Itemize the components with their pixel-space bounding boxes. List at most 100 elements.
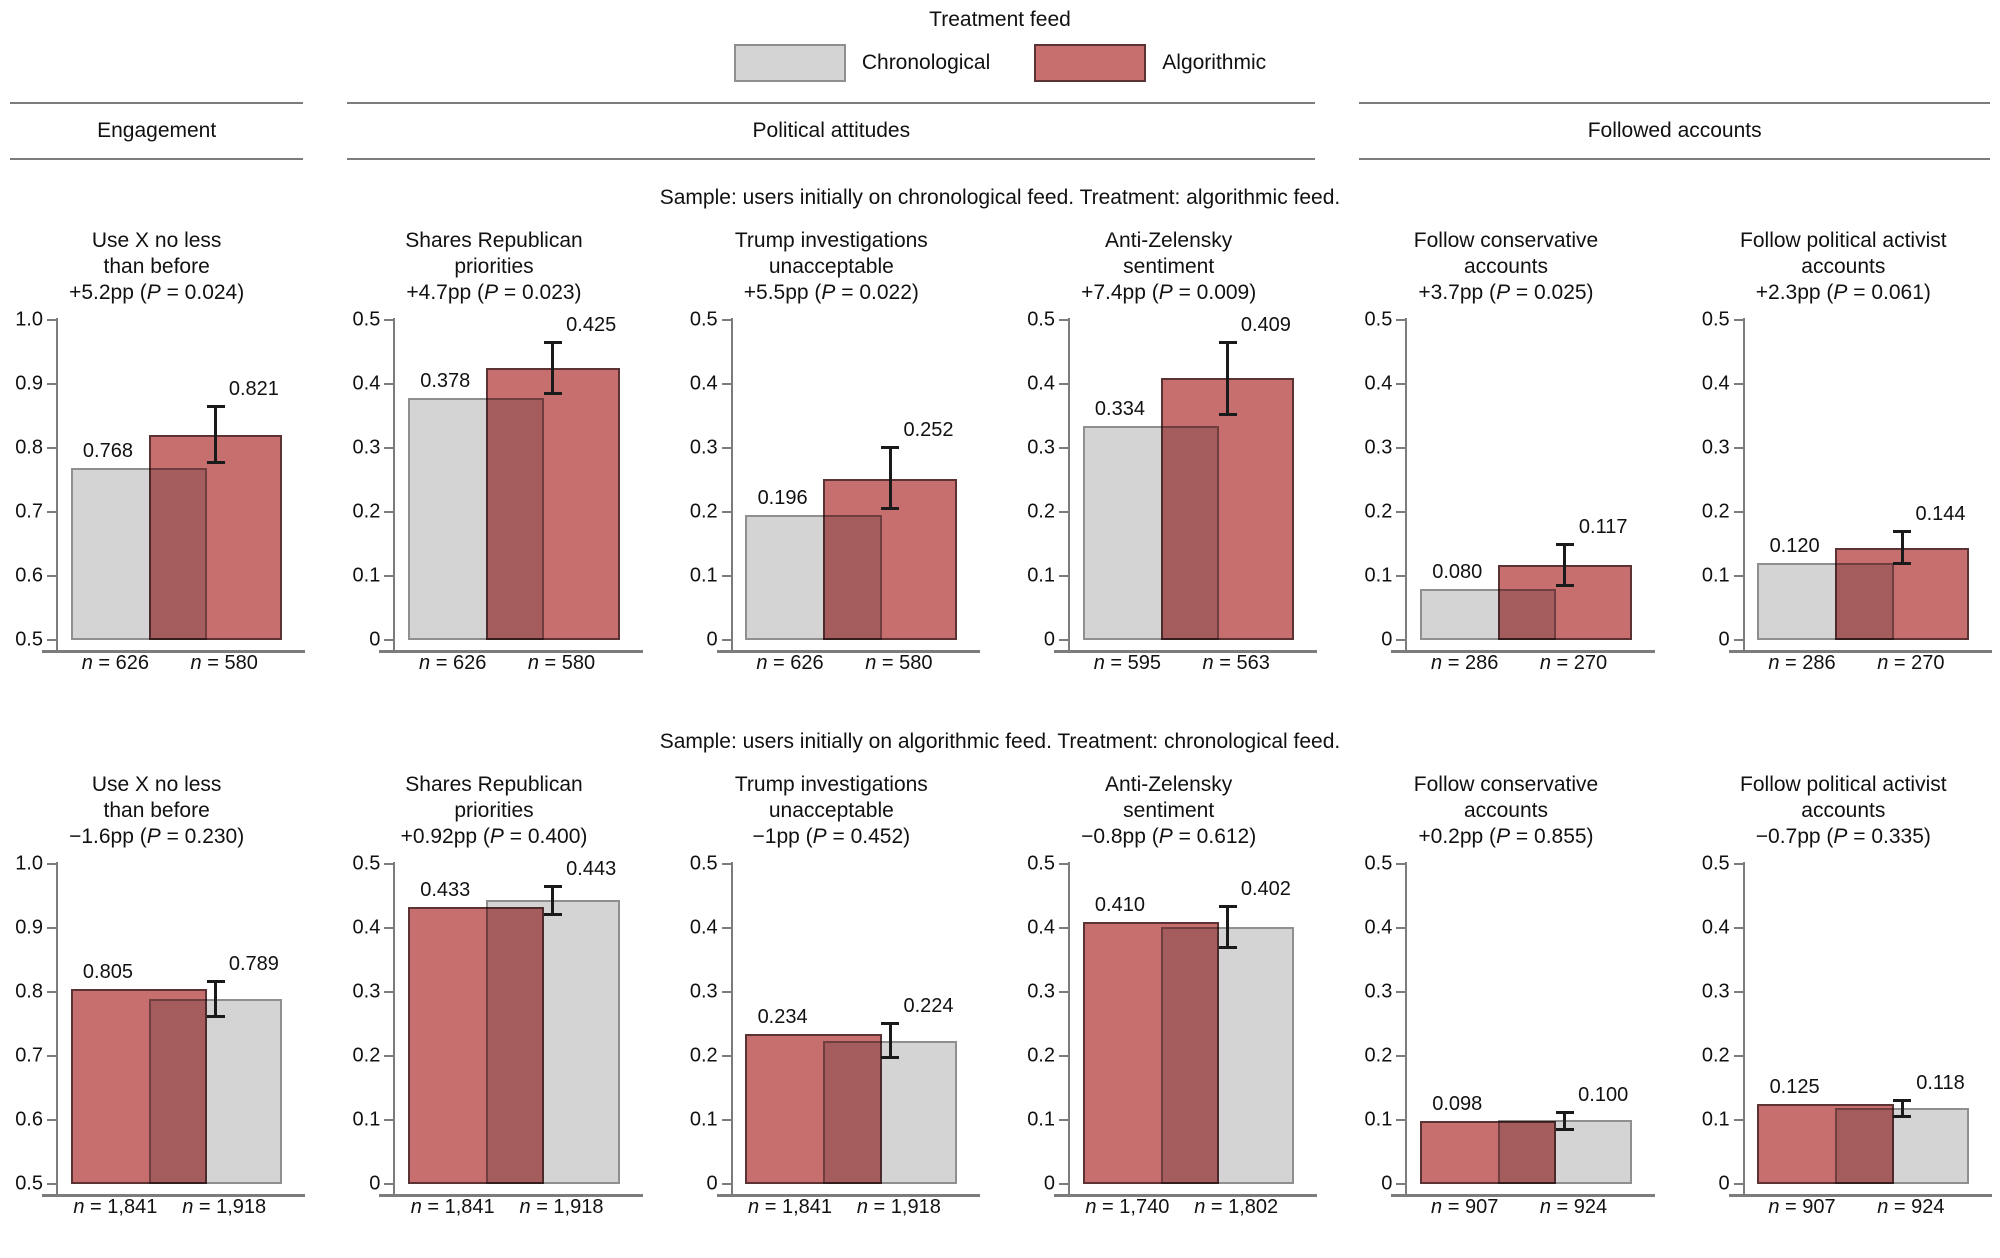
- y-axis-line: [56, 318, 58, 652]
- error-bar: [1900, 531, 1904, 565]
- y-tick-label: 0.5: [15, 1172, 43, 1195]
- group-header-political-attitudes: Political attitudes: [347, 102, 1316, 160]
- error-bar-cap-top: [1218, 904, 1237, 908]
- y-tick: [384, 863, 394, 865]
- bar-chronological: [1160, 926, 1295, 1184]
- error-bar-cap-top: [206, 404, 225, 408]
- sample-size-label: n = 1,740: [1085, 1196, 1170, 1218]
- subplot: Use X no less than before −1.6pp (P = 0.23…: [10, 762, 306, 1222]
- sample-size-label: n = 1,918: [182, 1196, 267, 1218]
- y-tick: [384, 927, 394, 929]
- y-tick-label: 0.1: [689, 1108, 718, 1131]
- plot-area: 0 0.1 0.2 0.3 0.4 0.5 0.234 0.224: [685, 853, 980, 1197]
- plot-area: 0 0.1 0.2 0.3 0.4 0.5 0.120 0.144: [1697, 309, 1992, 653]
- error-bar-cap-top: [881, 446, 900, 450]
- error-bar: [1563, 544, 1567, 587]
- bar-value-label: 0.410: [1094, 893, 1145, 916]
- y-tick: [384, 447, 394, 449]
- legend-title: Treatment feed: [929, 8, 1071, 31]
- sample-sizes: n = 1,740 n = 1,802: [1068, 1196, 1315, 1222]
- subplot-title-line: Follow conservative: [1413, 773, 1599, 796]
- y-tick: [384, 319, 394, 321]
- bar-algorithmic: [823, 478, 957, 640]
- sample-size-label: n = 924: [1539, 1196, 1608, 1218]
- error-bar-cap-bottom: [206, 1014, 225, 1018]
- y-tick-label: 0.2: [1027, 1044, 1055, 1067]
- error-bar-cap-bottom: [1893, 1115, 1912, 1119]
- sample-size-label: n = 580: [865, 652, 933, 674]
- y-tick: [1396, 991, 1406, 993]
- y-tick: [1396, 863, 1406, 865]
- sample-size-label: n = 1,841: [748, 1196, 832, 1218]
- y-axis: 0 0.1 0.2 0.3 0.4 0.5: [1022, 853, 1068, 1195]
- y-tick-label: 0: [1381, 1172, 1393, 1195]
- subplot: Trump investigations unacceptable −1pp (P …: [685, 762, 980, 1222]
- y-tick-label: 0.5: [1701, 852, 1730, 875]
- y-axis-line: [1068, 318, 1070, 652]
- subplot-title-line: accounts: [1801, 255, 1886, 278]
- sample-sizes: n = 1,841 n = 1,918: [56, 1196, 303, 1222]
- y-tick-label: 0.4: [1027, 916, 1055, 939]
- y-tick-label: 0.2: [1701, 500, 1730, 523]
- y-tick: [721, 639, 731, 641]
- y-tick: [1396, 511, 1406, 513]
- y-tick: [1396, 927, 1406, 929]
- y-tick: [721, 575, 731, 577]
- y-tick-label: 0.4: [1364, 916, 1393, 939]
- effect-size-label: −1.6pp (P = 0.230): [69, 825, 245, 848]
- y-tick: [1733, 991, 1743, 993]
- y-tick: [384, 1119, 394, 1121]
- x-axis-line: [379, 1194, 643, 1197]
- y-axis: 0.5 0.6 0.7 0.8 0.9 1.0: [10, 309, 56, 651]
- error-bar-cap-bottom: [1218, 412, 1237, 416]
- subplot-title-line: sentiment: [1123, 799, 1215, 822]
- bar-value-label: 0.252: [903, 419, 954, 442]
- y-axis: 0 0.1 0.2 0.3 0.4 0.5: [1022, 309, 1068, 651]
- error-bar: [551, 342, 555, 394]
- y-tick: [721, 863, 731, 865]
- subplot-title-line: Use X no less: [91, 773, 222, 796]
- y-tick-label: 0.2: [689, 500, 718, 523]
- x-axis-line: [1728, 650, 1992, 653]
- y-tick: [1396, 575, 1406, 577]
- bar-value-label: 0.433: [420, 878, 471, 901]
- plot: 0.433 0.443: [379, 858, 643, 1197]
- sample-size-label: n = 1,802: [1194, 1196, 1279, 1218]
- y-tick-label: 0.3: [689, 436, 718, 459]
- error-bar-cap-bottom: [1555, 1128, 1574, 1132]
- legend-label-chronological: Chronological: [861, 51, 991, 74]
- subplot-title-line: than before: [103, 255, 210, 278]
- y-tick-label: 0.2: [1364, 500, 1393, 523]
- error-bar-cap-bottom: [1893, 562, 1912, 566]
- legend: Chronological Algorithmic: [0, 44, 2000, 82]
- error-bar: [1226, 341, 1230, 415]
- charts-grid-row-1: Use X no less than before +5.2pp (P = 0.02…: [0, 218, 2000, 678]
- bar-value-label: 0.409: [1240, 313, 1291, 336]
- y-axis: 0 0.1 0.2 0.3 0.4 0.5: [1697, 309, 1743, 651]
- bar-value-label: 0.100: [1578, 1083, 1629, 1106]
- y-tick-label: 0.5: [352, 308, 381, 331]
- charts-grid-row-2: Use X no less than before −1.6pp (P = 0.23…: [0, 762, 2000, 1222]
- error-bar-cap-bottom: [1555, 584, 1574, 588]
- y-tick-label: 0.7: [15, 1044, 43, 1067]
- error-bar: [1226, 905, 1230, 948]
- y-axis: 0 0.1 0.2 0.3 0.4 0.5: [1359, 309, 1405, 651]
- row-subtitle-1: Sample: users initially on chronological…: [659, 186, 1341, 209]
- y-tick-label: 0: [369, 1172, 381, 1195]
- effect-size-label: +5.5pp (P = 0.022): [743, 281, 919, 304]
- y-tick: [1059, 1119, 1068, 1121]
- sample-size-label: n = 580: [190, 652, 258, 674]
- y-tick-label: 0.3: [1027, 436, 1055, 459]
- bar-value-label: 0.402: [1240, 877, 1291, 900]
- bar-value-label: 0.821: [228, 377, 279, 400]
- subplot-title-line: Anti-Zelensky: [1105, 229, 1233, 252]
- y-tick: [47, 1183, 56, 1185]
- sample-sizes: n = 626 n = 580: [731, 652, 978, 678]
- legend-swatch-chronological: [733, 44, 846, 82]
- error-bar-cap-bottom: [206, 460, 225, 464]
- y-tick-label: 0: [1043, 1172, 1055, 1195]
- y-axis-line: [393, 318, 396, 652]
- y-tick: [1733, 511, 1743, 513]
- y-tick: [47, 991, 56, 993]
- y-tick-label: 0.6: [15, 564, 43, 587]
